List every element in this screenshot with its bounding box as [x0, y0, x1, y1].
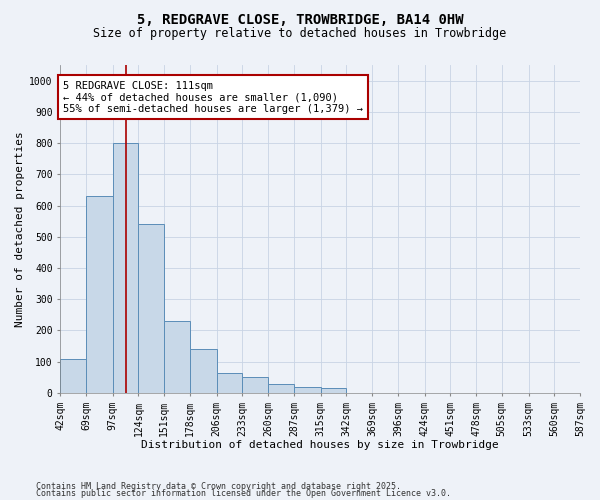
- Bar: [164, 321, 190, 393]
- Y-axis label: Number of detached properties: Number of detached properties: [15, 131, 25, 327]
- Bar: [61, 358, 86, 393]
- Text: Size of property relative to detached houses in Trowbridge: Size of property relative to detached ho…: [94, 28, 506, 40]
- Bar: [294, 386, 320, 393]
- Bar: [268, 384, 294, 393]
- Bar: [217, 372, 242, 393]
- Bar: [190, 349, 217, 393]
- Bar: [86, 196, 113, 393]
- X-axis label: Distribution of detached houses by size in Trowbridge: Distribution of detached houses by size …: [141, 440, 499, 450]
- Text: 5, REDGRAVE CLOSE, TROWBRIDGE, BA14 0HW: 5, REDGRAVE CLOSE, TROWBRIDGE, BA14 0HW: [137, 12, 463, 26]
- Bar: [113, 143, 139, 393]
- Bar: [242, 378, 268, 393]
- Text: 5 REDGRAVE CLOSE: 111sqm
← 44% of detached houses are smaller (1,090)
55% of sem: 5 REDGRAVE CLOSE: 111sqm ← 44% of detach…: [63, 80, 363, 114]
- Text: Contains public sector information licensed under the Open Government Licence v3: Contains public sector information licen…: [36, 489, 451, 498]
- Bar: [139, 224, 164, 393]
- Bar: [320, 388, 346, 393]
- Text: Contains HM Land Registry data © Crown copyright and database right 2025.: Contains HM Land Registry data © Crown c…: [36, 482, 401, 491]
